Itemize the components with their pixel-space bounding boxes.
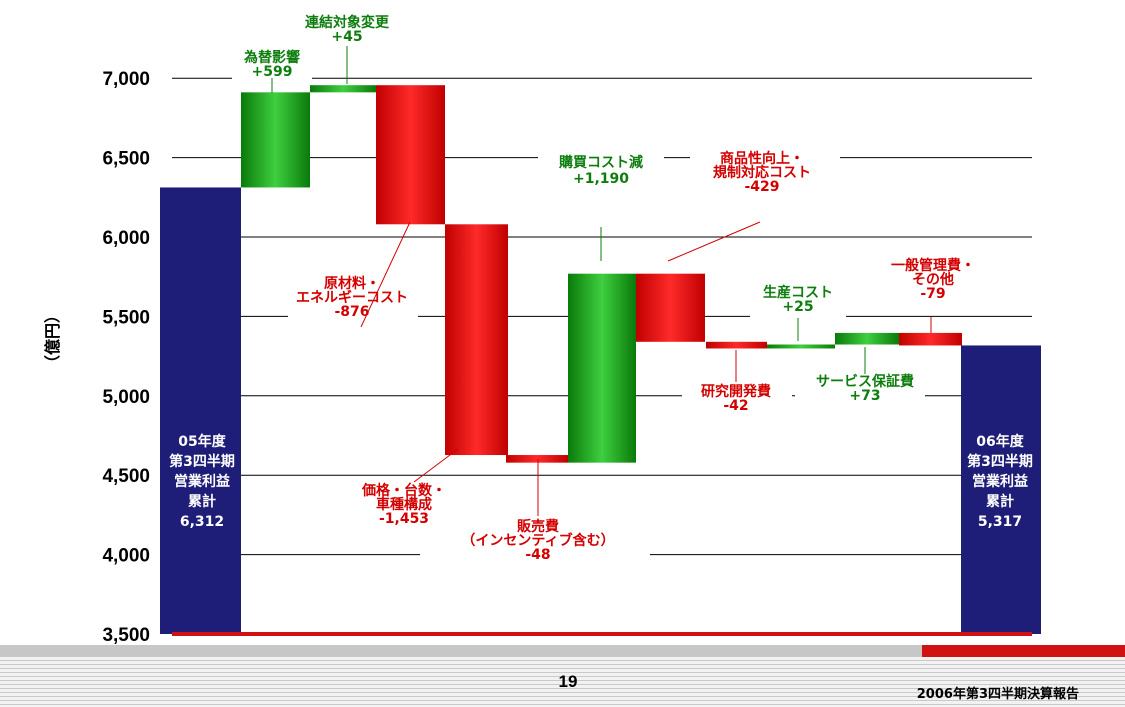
label-background [795,376,925,410]
bar-increase [241,92,310,188]
y-tick-label: 5,500 [102,307,150,328]
bar-label: 商品性向上・規制対応コスト-429 [713,150,811,195]
bar-increase [310,85,376,93]
bar-label: 連結対象変更+45 [305,14,390,45]
bar-label: 価格・台数・車種構成-1,453 [361,482,446,527]
label-background [232,54,312,82]
bar-increase [767,344,835,349]
label-background [288,278,418,336]
bar-decrease [445,224,508,456]
bar-decrease [706,341,767,349]
bar-label: 為替影響+599 [243,49,300,80]
total-bar-label: 06年度第3四半期営業利益累計 5,317 [967,433,1033,530]
bar-increase [835,332,899,345]
bar-label: 購買コスト減+1,190 [558,154,643,187]
y-tick-label: 4,500 [102,466,150,487]
bar-increase [568,273,636,463]
bar-label: 原材料・エネルギーコスト-876 [296,275,408,320]
y-tick-label: 6,500 [102,149,150,170]
page-number: 19 [558,672,578,691]
bar-label: 生産コスト+25 [763,284,833,315]
y-tick-label: 3,500 [102,625,150,646]
label-background [272,12,422,40]
bar-label: 研究開発費-42 [701,383,771,414]
bar-label: サービス保証費+73 [816,373,914,404]
bar-label: 一般管理費・その他 [891,257,975,288]
label-background [690,150,840,208]
y-tick-label: 7,000 [102,69,150,90]
y-tick-label: 4,000 [102,546,150,567]
bar-decrease [506,455,568,463]
label-background [682,384,792,418]
leader-line [360,221,411,328]
bar-total [961,345,1041,634]
label-background [420,520,650,578]
label-background [750,284,846,318]
bar-value-label: -79 [920,286,945,302]
label-background [880,257,990,307]
bar-decrease [636,273,705,342]
y-axis-label: （億円） [43,307,62,371]
report-title: 2006年第3四半期決算報告 [916,687,1079,702]
label-background [538,154,664,192]
footer-gray-strip [0,645,922,657]
total-bar-label: 05年度第3四半期営業利益累計 6,312 [169,433,235,530]
bar-label: 販売費（インセンティブ含む）-48 [461,518,614,563]
footer-red-strip [922,645,1125,657]
y-tick-label: 5,000 [102,387,150,408]
baseline [172,632,1032,636]
y-tick-label: 6,000 [102,228,150,249]
bar-total [160,187,241,634]
leader-line [667,221,761,262]
bar-decrease [376,85,445,225]
bar-decrease [899,332,962,346]
leader-line [413,448,459,483]
